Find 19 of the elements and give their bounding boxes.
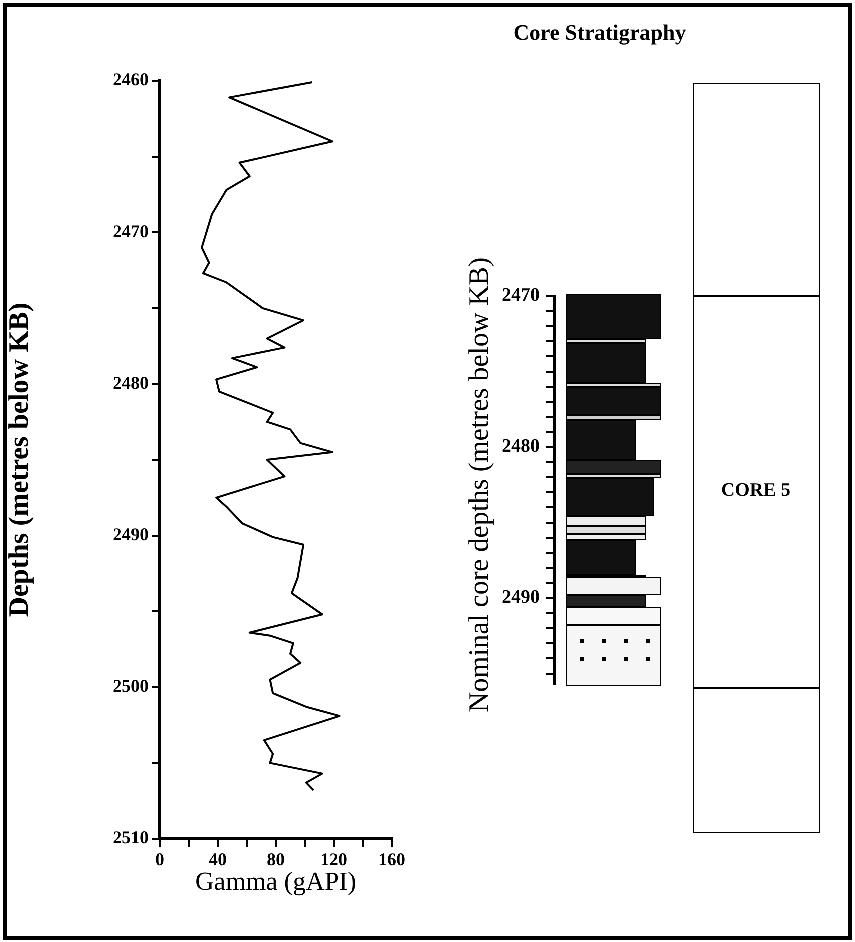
y-tick-label: 2480 (113, 372, 149, 393)
y-tick-label: 2470 (113, 221, 149, 242)
y-tick-label: 2500 (113, 676, 149, 696)
x-tick-label: 120 (320, 849, 348, 870)
x-tick-label: 0 (156, 849, 164, 870)
x-axis-title: Gamma (gAPI) (195, 867, 357, 896)
x-tick-label: 160 (378, 849, 406, 870)
text: 2470 (502, 285, 540, 307)
y-tick-label: 2490 (113, 524, 149, 544)
text: Core Stratigraphy (514, 20, 686, 46)
text: 2480 (502, 436, 540, 458)
text: Nominal core depths (metres below KB) (464, 258, 496, 712)
x-tick-label: 40 (209, 849, 227, 870)
text: CORE 5 (721, 480, 791, 502)
y-tick-label: 2510 (113, 828, 149, 848)
x-tick-label: 80 (267, 849, 285, 870)
text: 2490 (502, 587, 540, 609)
y-axis-title: Depths (metres below KB) (4, 302, 36, 618)
y-tick-label: 2460 (113, 70, 149, 90)
